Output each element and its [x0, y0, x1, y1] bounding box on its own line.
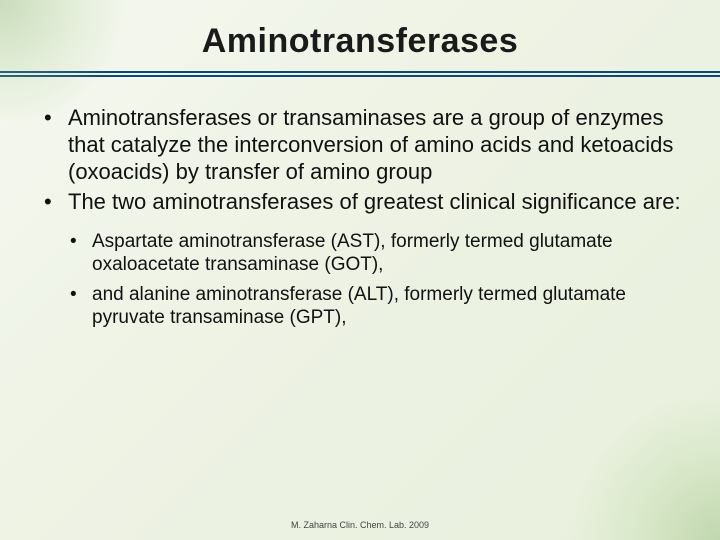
- title-block: Aminotransferases: [0, 0, 720, 77]
- sub-bullet-item: and alanine aminotransferase (ALT), form…: [36, 283, 684, 329]
- slide-title: Aminotransferases: [0, 22, 720, 61]
- sub-bullet-item: Aspartate aminotransferase (AST), former…: [36, 230, 684, 276]
- content-area: Aminotransferases or transaminases are a…: [0, 77, 720, 329]
- main-bullet-item: The two aminotransferases of greatest cl…: [36, 189, 684, 216]
- main-bullet-list: Aminotransferases or transaminases are a…: [36, 105, 684, 216]
- decorative-corner-bottom-right: [560, 400, 720, 540]
- slide-footer: M. Zaharna Clin. Chem. Lab. 2009: [0, 520, 720, 530]
- sub-bullet-list: Aspartate aminotransferase (AST), former…: [36, 230, 684, 329]
- main-bullet-item: Aminotransferases or transaminases are a…: [36, 105, 684, 185]
